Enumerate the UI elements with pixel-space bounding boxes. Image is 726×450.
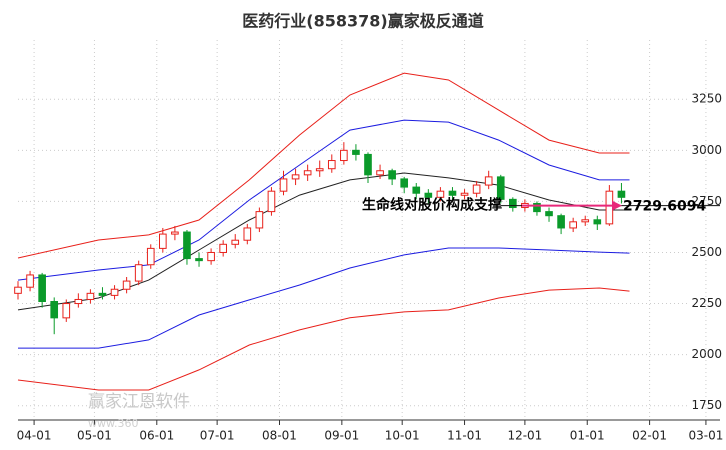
candle-body bbox=[38, 274, 46, 303]
y-tick-label: 2500 bbox=[691, 245, 722, 259]
candle-body bbox=[593, 219, 602, 225]
x-tick-label: 02-01 bbox=[632, 429, 667, 443]
candle-body bbox=[267, 190, 276, 213]
candle-body bbox=[340, 149, 348, 162]
band-line bbox=[18, 247, 630, 349]
candle-body bbox=[255, 211, 264, 229]
watermark: www.360 bbox=[88, 417, 138, 430]
y-tick-label: 2750 bbox=[691, 194, 722, 208]
candle-body bbox=[62, 303, 71, 319]
chart-title: 医药行业(858378)赢家极反通道 bbox=[242, 12, 483, 31]
candle-body bbox=[472, 184, 481, 194]
candle-body bbox=[484, 176, 493, 186]
x-tick-label: 10-01 bbox=[385, 429, 420, 443]
x-tick-label: 06-01 bbox=[139, 429, 174, 443]
candle-body bbox=[557, 215, 565, 229]
candle-body bbox=[424, 192, 433, 198]
band-line bbox=[17, 172, 630, 311]
candle-body bbox=[364, 153, 372, 176]
y-tick-label: 3000 bbox=[691, 143, 722, 157]
candle-body bbox=[569, 221, 577, 229]
candle-body bbox=[14, 286, 22, 294]
candle-body bbox=[388, 170, 396, 180]
candle-body bbox=[376, 170, 384, 176]
candle-body bbox=[315, 168, 324, 172]
support-label: 2729.6094 bbox=[623, 199, 707, 215]
candle-body bbox=[98, 292, 107, 296]
candle-body bbox=[545, 211, 553, 217]
candle-body bbox=[134, 264, 143, 282]
candle-body bbox=[146, 247, 155, 266]
candle-body bbox=[279, 178, 288, 192]
candle-body bbox=[400, 178, 409, 188]
candle-body bbox=[496, 176, 505, 200]
candle-body bbox=[460, 192, 469, 196]
x-tick-label: 12-01 bbox=[507, 429, 542, 443]
band-line bbox=[17, 119, 630, 281]
candle-body bbox=[183, 231, 191, 260]
candle-body bbox=[231, 239, 240, 245]
candle-body bbox=[171, 231, 179, 235]
x-tick-label: 08-01 bbox=[262, 429, 297, 443]
y-tick-label: 3250 bbox=[691, 92, 722, 106]
candle-body bbox=[303, 170, 312, 176]
candle-body bbox=[436, 190, 445, 198]
candle-body bbox=[327, 160, 336, 170]
y-tick-label: 2250 bbox=[691, 296, 722, 310]
candle-body bbox=[195, 258, 203, 262]
candle-body bbox=[26, 274, 34, 288]
watermark: 赢家江恩软件 bbox=[88, 392, 190, 412]
x-tick-label: 01-01 bbox=[570, 429, 605, 443]
arrow-head bbox=[612, 200, 622, 211]
x-tick-label: 05-01 bbox=[77, 429, 112, 443]
candle-body bbox=[50, 301, 59, 319]
band-line bbox=[17, 287, 630, 391]
x-tick-label: 09-01 bbox=[324, 429, 359, 443]
candle-body bbox=[291, 174, 300, 180]
candle-body bbox=[243, 227, 252, 241]
x-tick-label: 11-01 bbox=[447, 429, 482, 443]
candle-body bbox=[412, 186, 421, 194]
candle-body bbox=[617, 190, 626, 198]
candle-body bbox=[110, 288, 119, 296]
x-tick-label: 03-01 bbox=[688, 429, 723, 443]
x-tick-label: 07-01 bbox=[200, 429, 235, 443]
candle-body bbox=[74, 298, 83, 305]
candle-body bbox=[207, 251, 215, 262]
candle-body bbox=[533, 202, 541, 213]
x-tick-label: 04-01 bbox=[17, 429, 52, 443]
band-line bbox=[17, 72, 630, 259]
candle-body bbox=[581, 219, 590, 223]
candle-body bbox=[219, 243, 227, 253]
candle-body bbox=[159, 233, 167, 249]
y-tick-label: 2000 bbox=[691, 347, 722, 361]
candle-body bbox=[122, 280, 131, 290]
candle-body bbox=[605, 190, 614, 225]
candle-body bbox=[448, 190, 457, 196]
candle-body bbox=[352, 149, 360, 155]
candle-body bbox=[509, 198, 517, 209]
annotation: 生命线对股价构成支撑 bbox=[362, 197, 502, 214]
candle-body bbox=[86, 292, 95, 300]
y-tick-label: 1750 bbox=[691, 398, 722, 412]
